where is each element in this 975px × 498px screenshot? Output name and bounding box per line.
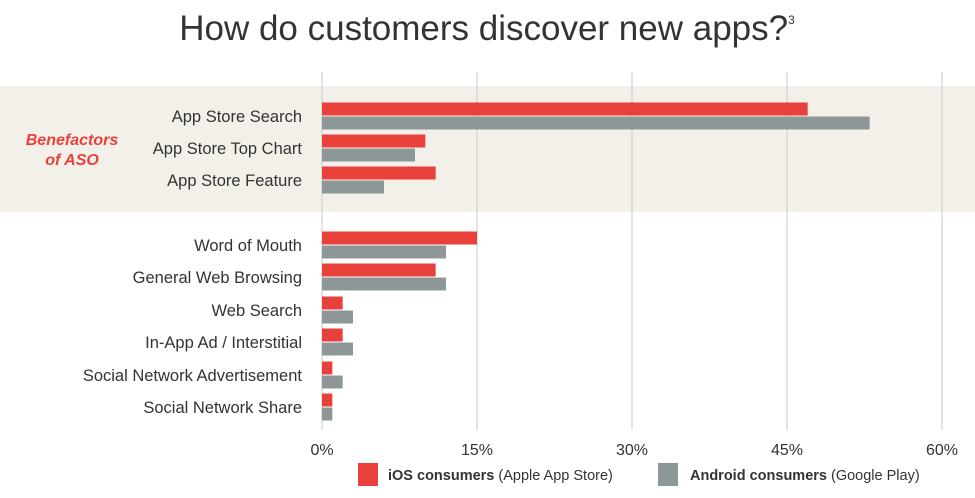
tick-label: 0%: [310, 442, 333, 459]
bar-ios: [322, 134, 426, 148]
legend-ios: iOS consumers (Apple App Store): [388, 468, 613, 484]
category-label: In-App Ad / Interstitial: [145, 334, 302, 352]
bar-android: [322, 245, 446, 259]
bar-android: [322, 148, 415, 162]
legend-android-swatch: [658, 463, 678, 486]
tick-labels: 0% 15% 30% 45% 60%: [310, 442, 958, 459]
category-label: App Store Search: [172, 108, 302, 126]
category-label: General Web Browsing: [133, 269, 302, 287]
bar-android: [322, 407, 333, 421]
legend-android-suffix: (Google Play): [831, 468, 920, 484]
tick-label: 60%: [926, 442, 958, 459]
bar-ios: [322, 393, 333, 407]
legend-ios-swatch: [358, 463, 378, 486]
bar-android: [322, 375, 343, 389]
bar-ios: [322, 263, 436, 277]
legend-ios-suffix: (Apple App Store): [498, 468, 612, 484]
bar-ios: [322, 361, 333, 375]
bar-ios: [322, 102, 808, 116]
bars: [322, 102, 870, 421]
bar-android: [322, 342, 353, 356]
category-label: Word of Mouth: [194, 237, 302, 255]
category-label: App Store Top Chart: [153, 140, 303, 158]
tick-label: 45%: [771, 442, 803, 459]
bar-ios: [322, 231, 477, 245]
bar-android: [322, 277, 446, 291]
legend-android-name: Android consumers: [690, 468, 827, 484]
bar-ios: [322, 296, 343, 310]
category-labels: App Store Search App Store Top Chart App S…: [83, 108, 303, 417]
chart-title-superscript: 3: [788, 13, 795, 27]
category-label: Social Network Advertisement: [83, 367, 303, 385]
aso-label: of ASO: [45, 152, 99, 169]
tick-label: 30%: [616, 442, 648, 459]
category-label: Web Search: [212, 302, 303, 320]
bar-ios: [322, 328, 343, 342]
bar-android: [322, 310, 353, 324]
category-label: Social Network Share: [143, 399, 302, 417]
tick-label: 15%: [461, 442, 493, 459]
benefactors-label: Benefactors: [26, 132, 119, 149]
bar-ios: [322, 166, 436, 180]
legend-android: Android consumers (Google Play): [690, 468, 920, 484]
legend-ios-name: iOS consumers: [388, 468, 494, 484]
chart-title-text: How do customers discover new apps?: [179, 9, 788, 48]
bar-android: [322, 180, 384, 194]
legend: iOS consumers (Apple App Store) Android …: [358, 463, 920, 486]
category-label: App Store Feature: [167, 172, 302, 190]
bar-android: [322, 116, 870, 130]
chart-title: How do customers discover new apps?3: [179, 9, 795, 48]
